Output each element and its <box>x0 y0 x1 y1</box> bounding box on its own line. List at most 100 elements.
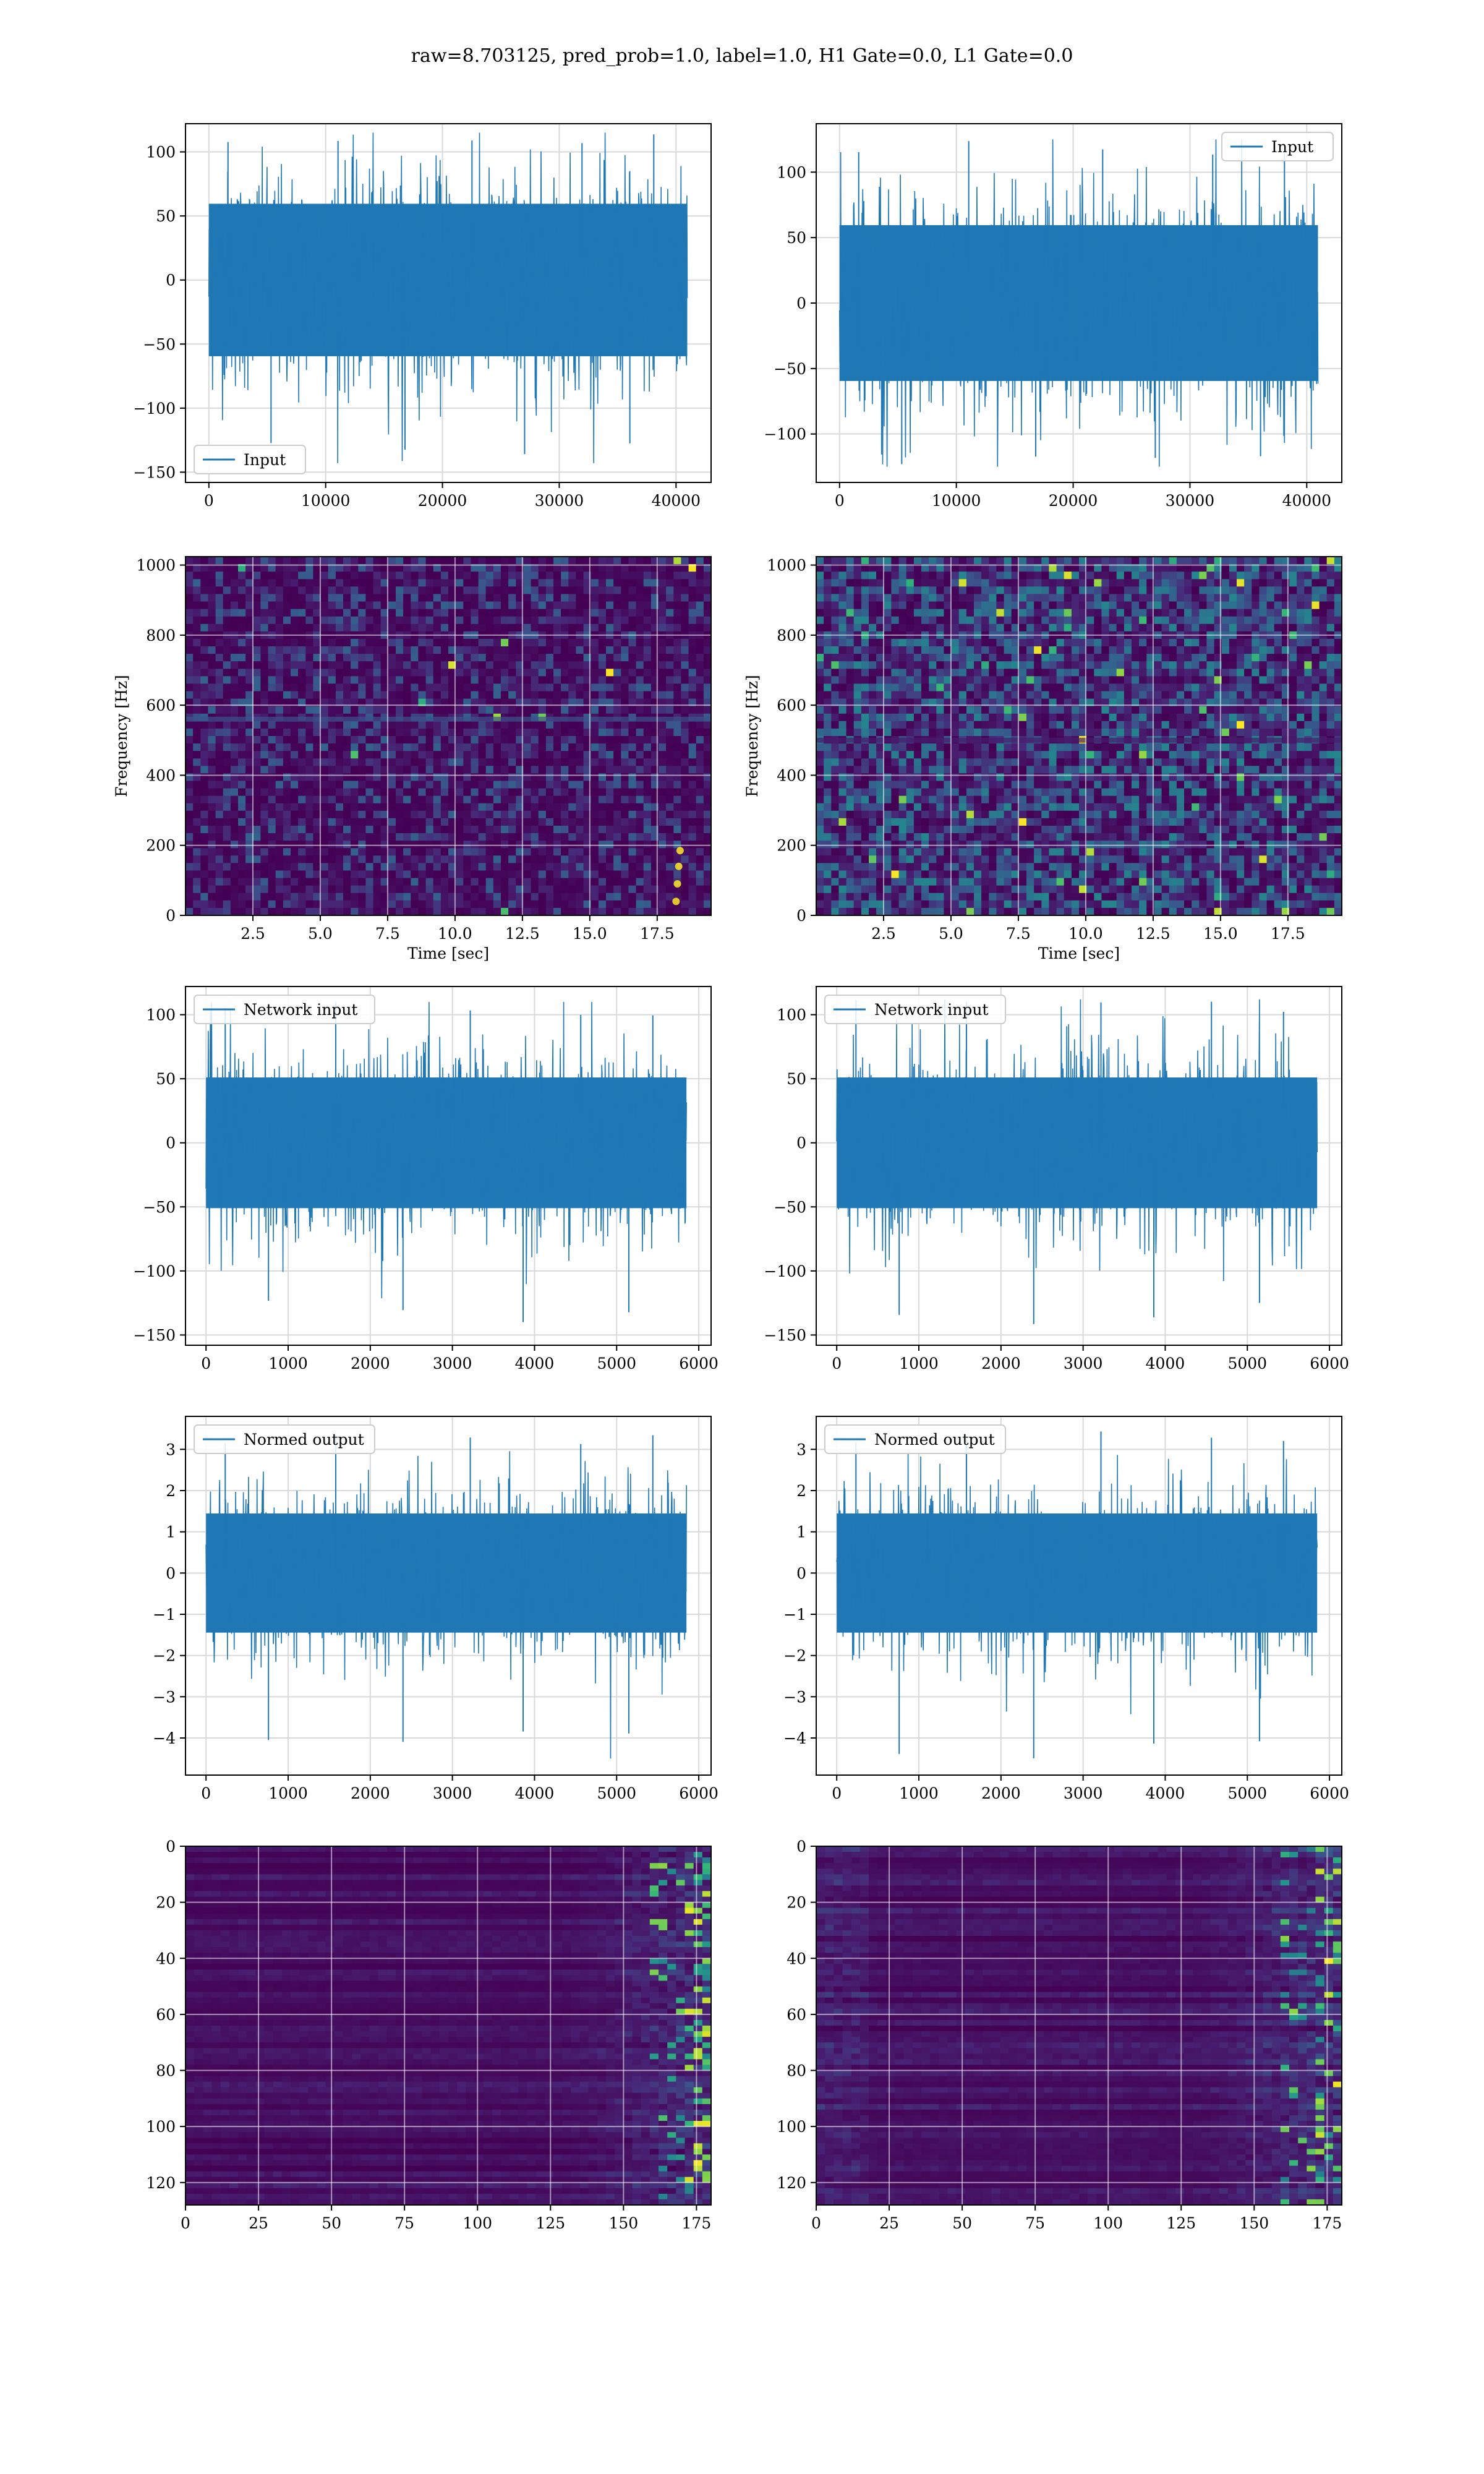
heatmap-cell <box>1237 616 1245 625</box>
heatmap-cell <box>816 623 824 632</box>
heatmap-cell <box>666 855 674 863</box>
heatmap-cell <box>298 833 306 841</box>
heatmap-cell <box>433 661 441 669</box>
heatmap-cell <box>343 654 351 662</box>
heatmap-cell <box>200 638 208 647</box>
heatmap-cell <box>478 773 487 782</box>
heatmap-cell <box>478 878 487 886</box>
heatmap-cell <box>1116 609 1125 617</box>
heatmap-cell <box>275 826 284 834</box>
heatmap-cell <box>358 781 366 789</box>
heatmap-cell <box>208 564 216 572</box>
heatmap-cell <box>388 557 396 565</box>
heatmap-cell <box>388 743 396 751</box>
heatmap-cell <box>463 646 471 654</box>
heatmap-cell <box>388 758 396 766</box>
heatmap-cell <box>673 683 681 692</box>
heatmap-cell <box>545 810 554 819</box>
heatmap-cell <box>380 781 389 789</box>
heatmap-cell <box>621 654 629 662</box>
heatmap-cell <box>508 833 516 841</box>
heatmap-cell <box>688 654 697 662</box>
heatmap-cell <box>186 601 194 610</box>
heatmap-cell <box>576 841 584 849</box>
heatmap-cell <box>516 863 524 871</box>
heatmap-cell <box>343 594 351 602</box>
heatmap-cell <box>478 810 487 819</box>
heatmap-cell <box>568 795 576 804</box>
heatmap-cell <box>891 676 900 684</box>
heatmap-cell <box>568 743 576 751</box>
heatmap-cell <box>523 676 532 684</box>
heatmap-cell <box>305 691 313 700</box>
heatmap-cell <box>320 900 329 909</box>
heatmap-cell <box>838 594 847 602</box>
heatmap-cell <box>1041 557 1049 565</box>
heatmap-cell <box>1229 706 1237 714</box>
heatmap-cell <box>253 669 261 677</box>
heatmap-cell <box>291 571 299 580</box>
heatmap-cell <box>853 691 862 700</box>
heatmap-cell <box>1094 616 1102 625</box>
heatmap-cell <box>1221 571 1230 580</box>
heatmap-cell <box>463 892 471 901</box>
heatmap-cell <box>673 810 681 819</box>
heatmap-cell <box>238 683 246 692</box>
heatmap-cell <box>906 654 915 662</box>
heatmap-cell <box>501 609 509 617</box>
heatmap-cell <box>1259 654 1268 662</box>
heatmap-cell <box>1274 654 1282 662</box>
heatmap-cell <box>531 706 539 714</box>
heatmap-cell <box>508 766 516 774</box>
heatmap-cell <box>523 736 532 744</box>
heatmap-cell <box>186 855 194 863</box>
heatmap-cell <box>440 766 449 774</box>
heatmap-cell <box>1319 594 1328 602</box>
heatmap-cell <box>891 691 900 700</box>
heatmap-cell <box>1206 646 1215 654</box>
heatmap-cell <box>283 907 291 916</box>
heatmap-cell <box>463 669 471 677</box>
heatmap-cell <box>861 698 869 707</box>
heatmap-cell <box>268 848 276 856</box>
heatmap-cell <box>456 766 464 774</box>
heatmap-cell <box>869 691 877 700</box>
heatmap-cell <box>396 788 404 797</box>
heatmap-cell <box>223 736 231 744</box>
heatmap-cell <box>493 721 501 729</box>
heatmap-cell <box>568 878 576 886</box>
heatmap-cell <box>553 818 561 826</box>
heatmap-cell <box>335 676 344 684</box>
heatmap-cell <box>1079 557 1087 565</box>
heatmap-cell <box>1004 691 1012 700</box>
heatmap-cell <box>335 609 344 617</box>
heatmap-cell <box>351 646 359 654</box>
heatmap-cell <box>1297 638 1305 647</box>
heatmap-cell <box>230 855 239 863</box>
heatmap-cell <box>659 848 667 856</box>
heatmap-cell <box>1326 571 1335 580</box>
heatmap-cell <box>516 781 524 789</box>
heatmap-cell <box>636 810 644 819</box>
heatmap-cell <box>981 564 989 572</box>
heatmap-cell <box>291 661 299 669</box>
heatmap-cell <box>1229 669 1237 677</box>
heatmap-cell <box>1034 691 1042 700</box>
heatmap-cell <box>365 721 374 729</box>
heatmap-cell <box>1334 646 1342 654</box>
heatmap-cell <box>628 698 637 707</box>
heatmap-cell <box>1206 601 1215 610</box>
heatmap-cell <box>208 855 216 863</box>
heatmap-cell <box>1086 654 1094 662</box>
heatmap-cell <box>448 743 456 751</box>
heatmap-cell <box>380 892 389 901</box>
heatmap-cell <box>666 706 674 714</box>
heatmap-cell <box>681 870 689 879</box>
heatmap-cell <box>636 863 644 871</box>
heatmap-cell <box>561 669 569 677</box>
heatmap-cell <box>824 616 832 625</box>
heatmap-cell <box>478 646 487 654</box>
heatmap-cell <box>396 826 404 834</box>
heatmap-cell <box>396 766 404 774</box>
heatmap-cell <box>666 885 674 894</box>
